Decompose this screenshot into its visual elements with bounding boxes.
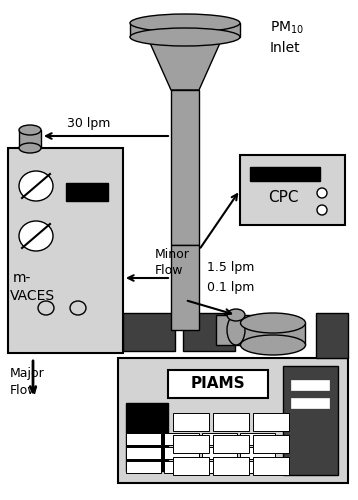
Bar	[316, 313, 348, 358]
Text: Inlet: Inlet	[270, 41, 301, 55]
Ellipse shape	[317, 205, 327, 215]
Bar	[183, 313, 235, 351]
Ellipse shape	[241, 335, 305, 355]
Bar	[123, 313, 175, 351]
Bar	[19, 130, 41, 148]
Bar	[126, 461, 161, 473]
Ellipse shape	[70, 301, 86, 315]
Bar	[171, 245, 199, 330]
Bar	[240, 323, 305, 345]
Bar	[202, 461, 237, 473]
Bar	[173, 435, 209, 453]
Bar	[126, 403, 168, 471]
Ellipse shape	[19, 221, 53, 251]
Bar	[202, 433, 237, 445]
Bar	[253, 413, 289, 431]
Bar	[283, 366, 338, 475]
Ellipse shape	[38, 301, 54, 315]
Bar	[164, 447, 199, 459]
Ellipse shape	[227, 315, 245, 345]
Bar	[130, 23, 240, 37]
Bar	[253, 457, 289, 475]
Bar	[213, 457, 249, 475]
Bar	[173, 457, 209, 475]
Bar	[291, 380, 329, 390]
Polygon shape	[150, 43, 220, 90]
Text: CPC: CPC	[268, 190, 299, 204]
Bar	[164, 433, 199, 445]
Text: 30 lpm: 30 lpm	[67, 117, 110, 130]
Bar	[126, 433, 161, 445]
Ellipse shape	[19, 125, 41, 135]
Bar	[8, 148, 123, 353]
Bar	[126, 447, 161, 459]
Bar	[66, 183, 108, 201]
Ellipse shape	[227, 309, 245, 321]
Bar	[291, 398, 329, 408]
Ellipse shape	[19, 171, 53, 201]
Text: Flow: Flow	[10, 384, 39, 398]
Text: Minor: Minor	[155, 248, 190, 262]
Bar	[118, 358, 348, 483]
Bar	[173, 413, 209, 431]
Bar	[216, 315, 256, 345]
Bar	[168, 370, 268, 398]
Bar	[213, 435, 249, 453]
Bar	[253, 435, 289, 453]
Ellipse shape	[130, 14, 240, 32]
Text: Flow: Flow	[155, 264, 184, 276]
Text: m-: m-	[13, 271, 32, 285]
Bar	[202, 447, 237, 459]
Bar	[213, 413, 249, 431]
Bar	[164, 461, 199, 473]
Bar	[240, 433, 275, 445]
Bar	[250, 167, 320, 181]
Text: PIAMS: PIAMS	[191, 376, 245, 392]
Bar	[240, 461, 275, 473]
Text: PM$_{10}$: PM$_{10}$	[270, 20, 304, 36]
Ellipse shape	[130, 28, 240, 46]
Bar	[171, 90, 199, 245]
Bar	[240, 155, 345, 225]
Text: VACES: VACES	[10, 289, 55, 303]
Text: 0.1 lpm: 0.1 lpm	[207, 282, 255, 294]
Text: Major: Major	[10, 366, 45, 380]
Ellipse shape	[19, 143, 41, 153]
Ellipse shape	[317, 188, 327, 198]
Text: 1.5 lpm: 1.5 lpm	[207, 262, 255, 274]
Bar	[240, 447, 275, 459]
Ellipse shape	[241, 313, 305, 333]
